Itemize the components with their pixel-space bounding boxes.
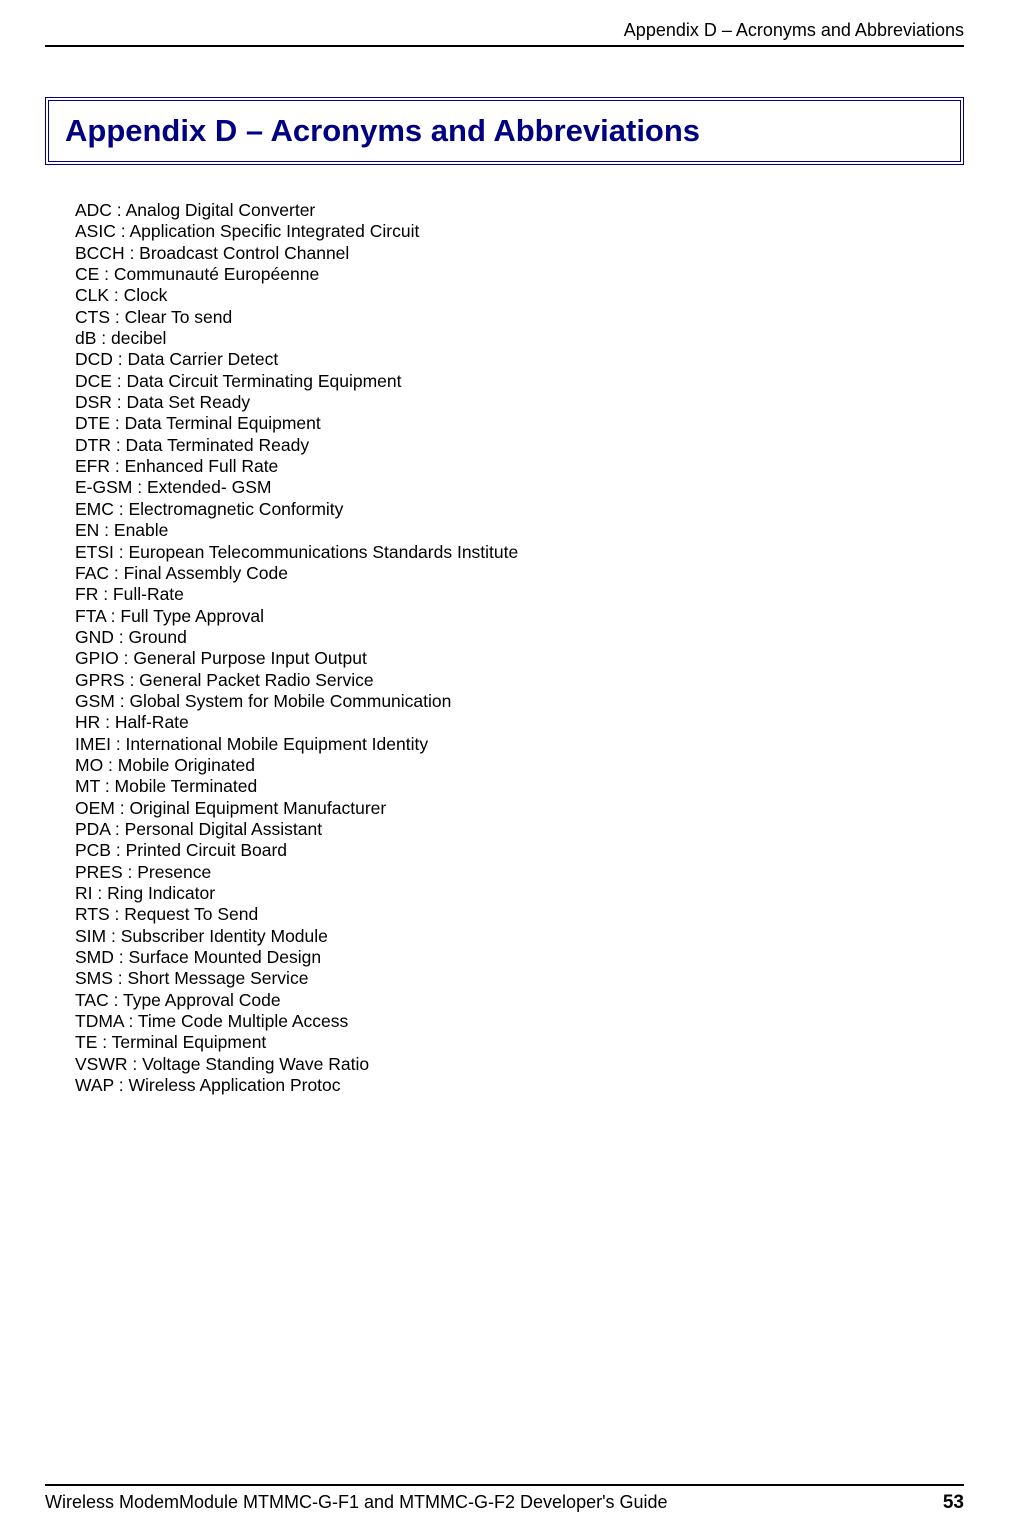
acronym-entry: DCE : Data Circuit Terminating Equipment [75, 371, 964, 392]
acronym-entry: GND : Ground [75, 627, 964, 648]
page-title: Appendix D – Acronyms and Abbreviations [65, 113, 944, 149]
acronym-entry: HR : Half-Rate [75, 712, 964, 733]
acronym-entry: RTS : Request To Send [75, 904, 964, 925]
acronym-entry: BCCH : Broadcast Control Channel [75, 243, 964, 264]
acronym-entry: DSR : Data Set Ready [75, 392, 964, 413]
acronym-entry: FAC : Final Assembly Code [75, 563, 964, 584]
title-box: Appendix D – Acronyms and Abbreviations [45, 97, 964, 165]
footer-text: Wireless ModemModule MTMMC-G-F1 and MTMM… [45, 1492, 668, 1513]
acronym-entry: DTR : Data Terminated Ready [75, 435, 964, 456]
acronym-entry: dB : decibel [75, 328, 964, 349]
acronym-entry: CLK : Clock [75, 285, 964, 306]
acronym-entry: PCB : Printed Circuit Board [75, 840, 964, 861]
acronym-entry: OEM : Original Equipment Manufacturer [75, 798, 964, 819]
footer-page-number: 53 [943, 1492, 964, 1514]
acronym-entry: EFR : Enhanced Full Rate [75, 456, 964, 477]
acronym-entry: EMC : Electromagnetic Conformity [75, 499, 964, 520]
page-footer: Wireless ModemModule MTMMC-G-F1 and MTMM… [45, 1484, 964, 1514]
acronym-entry: SIM : Subscriber Identity Module [75, 926, 964, 947]
acronym-entry: RI : Ring Indicator [75, 883, 964, 904]
acronym-entry: FTA : Full Type Approval [75, 606, 964, 627]
acronym-entry: IMEI : International Mobile Equipment Id… [75, 734, 964, 755]
acronym-entry: TDMA : Time Code Multiple Access [75, 1011, 964, 1032]
acronym-entry: CE : Communauté Européenne [75, 264, 964, 285]
acronym-list: ADC : Analog Digital ConverterASIC : App… [45, 200, 964, 1096]
acronym-entry: GPIO : General Purpose Input Output [75, 648, 964, 669]
acronym-entry: FR : Full-Rate [75, 584, 964, 605]
header-rule [45, 45, 964, 47]
acronym-entry: MT : Mobile Terminated [75, 776, 964, 797]
acronym-entry: CTS : Clear To send [75, 307, 964, 328]
footer-row: Wireless ModemModule MTMMC-G-F1 and MTMM… [45, 1492, 964, 1514]
acronym-entry: SMS : Short Message Service [75, 968, 964, 989]
acronym-entry: TE : Terminal Equipment [75, 1032, 964, 1053]
acronym-entry: ASIC : Application Specific Integrated C… [75, 221, 964, 242]
header-text: Appendix D – Acronyms and Abbreviations [45, 20, 964, 45]
acronym-entry: WAP : Wireless Application Protoc [75, 1075, 964, 1096]
acronym-entry: PDA : Personal Digital Assistant [75, 819, 964, 840]
acronym-entry: GSM : Global System for Mobile Communica… [75, 691, 964, 712]
acronym-entry: PRES : Presence [75, 862, 964, 883]
acronym-entry: DCD : Data Carrier Detect [75, 349, 964, 370]
acronym-entry: GPRS : General Packet Radio Service [75, 670, 964, 691]
acronym-entry: MO : Mobile Originated [75, 755, 964, 776]
acronym-entry: ADC : Analog Digital Converter [75, 200, 964, 221]
acronym-entry: ETSI : European Telecommunications Stand… [75, 542, 964, 563]
acronym-entry: VSWR : Voltage Standing Wave Ratio [75, 1054, 964, 1075]
acronym-entry: EN : Enable [75, 520, 964, 541]
acronym-entry: SMD : Surface Mounted Design [75, 947, 964, 968]
acronym-entry: E-GSM : Extended- GSM [75, 477, 964, 498]
acronym-entry: DTE : Data Terminal Equipment [75, 413, 964, 434]
acronym-entry: TAC : Type Approval Code [75, 990, 964, 1011]
page-header: Appendix D – Acronyms and Abbreviations [45, 0, 964, 47]
footer-rule [45, 1484, 964, 1486]
